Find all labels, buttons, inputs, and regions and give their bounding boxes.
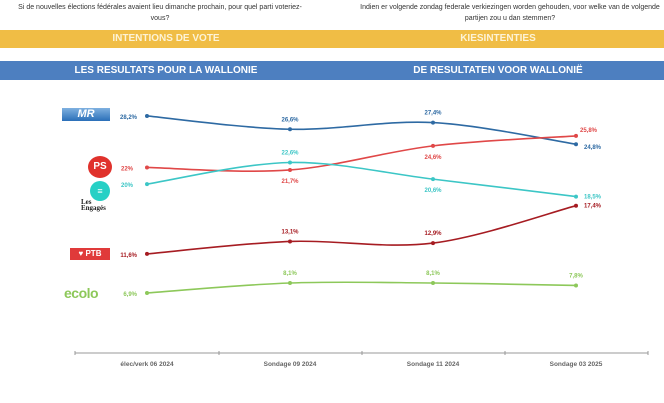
series-ptb: 11,6% 13,1% 12,9% 17,4% bbox=[120, 203, 602, 259]
data-label: 12,9% bbox=[424, 231, 442, 237]
data-point bbox=[574, 194, 578, 199]
series-line bbox=[146, 115, 577, 146]
data-label: 24,6% bbox=[424, 155, 442, 161]
data-label: 28,2% bbox=[120, 115, 138, 121]
title-fr: INTENTIONS DE VOTE bbox=[112, 33, 220, 44]
data-point bbox=[431, 177, 435, 182]
data-label: 20% bbox=[121, 183, 134, 189]
x-tick-label: Sondage 03 2025 bbox=[550, 361, 603, 368]
ptb-logo: ♥ PTB bbox=[70, 248, 110, 260]
subtitle-band-wallonia: LES RESULTATS POUR LA WALLONIE DE RESULT… bbox=[0, 61, 664, 80]
data-point bbox=[145, 113, 149, 118]
title-nl: KIESINTENTIES bbox=[460, 33, 536, 44]
series-les-engagés: 20% 22,6% 20,6% 18,5% bbox=[121, 150, 602, 200]
data-label: 11,6% bbox=[120, 253, 137, 259]
les-engages-wordmark: Les Engagés bbox=[81, 198, 106, 212]
data-point bbox=[574, 283, 578, 288]
data-point bbox=[574, 142, 578, 147]
data-point bbox=[145, 165, 149, 170]
series-line bbox=[146, 281, 577, 294]
series-line bbox=[146, 135, 577, 172]
data-point bbox=[288, 280, 292, 285]
ecolo-logo: ecolo bbox=[64, 285, 99, 301]
data-point bbox=[145, 290, 149, 295]
data-point bbox=[574, 203, 578, 208]
data-point bbox=[288, 239, 292, 244]
subtitle-nl: DE RESULTATEN VOOR WALLONIË bbox=[413, 65, 583, 76]
x-tick-label: élec/verk 06 2024 bbox=[120, 361, 174, 368]
series-line bbox=[146, 204, 577, 255]
data-point bbox=[288, 160, 292, 165]
data-label: 8,1% bbox=[426, 271, 440, 277]
ps-logo: PS bbox=[88, 156, 112, 178]
data-label: 21,7% bbox=[281, 179, 299, 185]
data-point bbox=[431, 280, 435, 285]
data-label: 8,1% bbox=[283, 271, 297, 277]
x-tick-label: Sondage 09 2024 bbox=[264, 361, 317, 368]
data-label: 18,5% bbox=[584, 195, 602, 201]
data-point bbox=[431, 143, 435, 148]
series-ps: 22% 21,7% 24,6% 25,8% bbox=[121, 128, 598, 185]
data-label: 13,1% bbox=[281, 229, 299, 235]
data-label: 7,8% bbox=[569, 273, 583, 279]
data-point bbox=[145, 182, 149, 187]
x-tick-label: Sondage 11 2024 bbox=[407, 361, 460, 368]
data-point bbox=[431, 120, 435, 125]
data-label: 22,6% bbox=[281, 150, 299, 156]
series-mr: 28,2% 26,6% 27,4% 24,8% bbox=[120, 111, 602, 152]
data-point bbox=[431, 241, 435, 246]
data-label: 20,6% bbox=[424, 188, 442, 194]
data-label: 25,8% bbox=[580, 128, 598, 134]
series-line bbox=[146, 161, 577, 198]
data-label: 17,4% bbox=[584, 204, 602, 210]
data-point bbox=[574, 133, 578, 138]
data-point bbox=[145, 251, 149, 256]
data-label: 24,8% bbox=[584, 145, 602, 151]
data-label: 26,6% bbox=[281, 117, 299, 123]
series-ecolo: 6,9% 8,1% 8,1% 7,8% bbox=[123, 271, 583, 298]
data-point bbox=[288, 167, 292, 172]
question-fr: Si de nouvelles élections fédérales avai… bbox=[18, 4, 302, 22]
title-band-vote-intentions: INTENTIONS DE VOTE KIESINTENTIES bbox=[0, 30, 664, 48]
mr-logo: MR bbox=[62, 108, 110, 121]
data-point bbox=[288, 127, 292, 132]
subtitle-fr: LES RESULTATS POUR LA WALLONIE bbox=[74, 65, 258, 76]
data-label: 27,4% bbox=[424, 111, 442, 117]
data-label: 6,9% bbox=[123, 292, 137, 298]
question-nl: Indien er volgende zondag federale verki… bbox=[360, 4, 660, 22]
les-engages-logo: ≡ bbox=[90, 181, 110, 201]
data-label: 22% bbox=[121, 166, 134, 172]
